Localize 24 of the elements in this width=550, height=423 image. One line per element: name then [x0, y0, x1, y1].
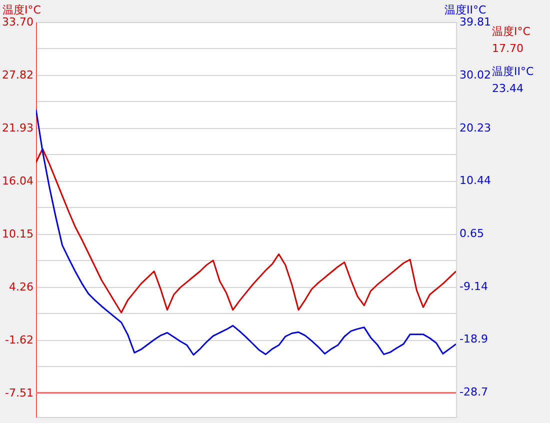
y2-tick-label: 39.81	[460, 16, 491, 28]
y2-tick-label: -28.7	[460, 386, 488, 399]
y2-tick-label: 20.23	[460, 121, 491, 134]
text: 23.44	[492, 82, 524, 95]
y2-axis-title: 温度II°C	[444, 4, 486, 16]
y2-tick-label: -18.9	[460, 332, 488, 346]
y-tick-label: 21.93	[2, 121, 34, 134]
y-tick-label: 10.15	[2, 227, 34, 240]
y2-tick-label: 10.44	[460, 174, 491, 188]
y2-tick-label: 30.02	[460, 68, 491, 82]
y-tick-label: 27.82	[2, 68, 34, 82]
y-tick-label: -7.51	[5, 386, 34, 400]
y2-tick-label: 0.65	[460, 227, 484, 240]
y2-tick-label: -9.14	[460, 280, 488, 293]
y-tick-label: -1.62	[5, 333, 34, 346]
line-series	[36, 148, 456, 314]
line-series	[36, 108, 456, 356]
y-axis-title: 温度I°C	[2, 4, 42, 16]
text: 17.70	[492, 42, 524, 55]
text: 温度II°C	[492, 65, 534, 78]
y-tick-label: 33.70	[2, 16, 34, 28]
text: 温度I°C	[492, 25, 531, 38]
y-tick-label: 16.04	[2, 174, 34, 188]
y-tick-label: 4.26	[9, 280, 34, 294]
